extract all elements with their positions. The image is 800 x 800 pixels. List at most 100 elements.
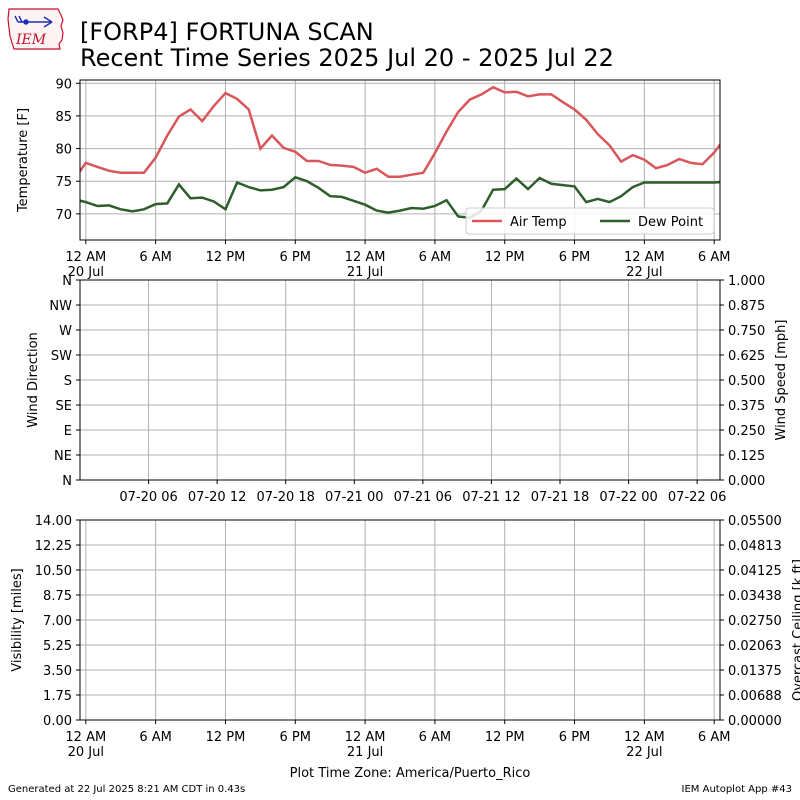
- x-tick-label: 6 AM: [139, 730, 172, 745]
- x-tick-label: 6 PM: [559, 730, 590, 745]
- iowa-state-outline: [7, 8, 64, 50]
- legend-label: Air Temp: [510, 215, 567, 230]
- iem-logo: IEM: [7, 8, 64, 50]
- y2-tick-label: 0.375: [728, 399, 765, 414]
- x-tick-label: 07-21 00: [325, 490, 383, 505]
- x-tick-date-label: 22 Jul: [626, 745, 662, 760]
- x-tick-label: 07-20 18: [256, 490, 314, 505]
- x-tick-label: 6 AM: [698, 730, 731, 745]
- y-tick-label: 3.50: [43, 664, 72, 679]
- x-tick-label: 6 PM: [280, 730, 311, 745]
- app-id: IEM Autoplot App #43: [681, 784, 792, 795]
- x-tick-date-label: 20 Jul: [68, 745, 104, 760]
- x-tick-label: 07-21 06: [394, 490, 452, 505]
- air-temp-line: [80, 85, 720, 178]
- x-tick-label: 07-21 12: [462, 490, 520, 505]
- x-tick-label: 12 AM: [624, 730, 665, 745]
- x-tick-label: 12 AM: [624, 250, 665, 265]
- y2-tick-label: 0.750: [728, 324, 765, 339]
- legend-label: Dew Point: [638, 215, 703, 230]
- legend-box: [465, 207, 715, 235]
- x-tick-label: 12 PM: [485, 730, 525, 745]
- y-tick-label: 75: [55, 175, 72, 190]
- y2-tick-label: 0.875: [728, 299, 765, 314]
- x-tick-label: 12 PM: [485, 250, 525, 265]
- x-tick-label: 12 AM: [345, 250, 386, 265]
- x-tick-label: 07-22 00: [599, 490, 657, 505]
- y-tick-label: NW: [49, 299, 72, 314]
- y-axis-label: Visibility [miles]: [10, 568, 25, 671]
- x-tick-label: 12 PM: [206, 730, 246, 745]
- y-tick-label: E: [64, 424, 72, 439]
- y-tick-label: 70: [55, 208, 72, 223]
- x-tick-label: 07-22 06: [668, 490, 726, 505]
- plot-frame: [79, 519, 721, 721]
- y2-tick-label: 0.125: [728, 449, 765, 464]
- x-tick-date-label: 21 Jul: [347, 745, 383, 760]
- plot-frame: [79, 79, 721, 241]
- x-tick-label: 07-20 12: [188, 490, 246, 505]
- y-tick-label: 5.25: [43, 639, 72, 654]
- y2-tick-label: 0.00688: [728, 689, 782, 704]
- wind-barb-icon: [14, 15, 53, 28]
- y-tick-label: SW: [51, 349, 72, 364]
- x-tick-label: 12 AM: [345, 730, 386, 745]
- x-tick-label: 6 PM: [280, 250, 311, 265]
- y2-axis-label: Wind Speed [mph]: [774, 320, 789, 441]
- y-tick-label: 85: [55, 110, 72, 125]
- y-tick-label: 12.25: [35, 539, 72, 554]
- y2-tick-label: 0.01375: [728, 664, 782, 679]
- x-tick-label: 12 AM: [65, 250, 106, 265]
- y-axis-label: Wind Direction: [26, 332, 41, 428]
- x-tick-label: 6 AM: [419, 730, 452, 745]
- y-tick-label: 1.75: [43, 689, 72, 704]
- wind-panel: 07-20 06 07-20 12 07-20 18 07-21 00 07-21 06…: [26, 274, 789, 505]
- chart-title: [FORP4] FORTUNA SCAN: [80, 18, 374, 46]
- x-tick-label: 6 AM: [139, 250, 172, 265]
- y2-tick-label: 0.02063: [728, 639, 782, 654]
- x-tick-label: 6 AM: [419, 250, 452, 265]
- x-tick-date-label: 22 Jul: [626, 265, 662, 280]
- y2-tick-label: 0.500: [728, 374, 765, 389]
- y-tick-label: 0.00: [43, 714, 72, 729]
- x-tick-date-label: 21 Jul: [347, 265, 383, 280]
- y-tick-label: N: [62, 474, 72, 489]
- x-tick-label: 6 PM: [559, 250, 590, 265]
- y2-axis-label: Overcast Ceiling [k ft]: [791, 559, 800, 701]
- x-axis-label: Plot Time Zone: America/Puerto_Rico: [290, 766, 531, 781]
- plot-frame: [79, 279, 721, 481]
- y2-tick-label: 0.625: [728, 349, 765, 364]
- y2-tick-label: 0.05500: [728, 514, 782, 529]
- y-tick-label: W: [59, 324, 72, 339]
- x-tick-label: 07-21 18: [531, 490, 589, 505]
- y2-tick-label: 1.000: [728, 274, 765, 289]
- dew-point-line: [80, 175, 720, 220]
- x-tick-label: 07-20 06: [119, 490, 177, 505]
- y-tick-label: S: [64, 374, 72, 389]
- generated-timestamp: Generated at 22 Jul 2025 8:21 AM CDT in …: [8, 784, 246, 795]
- y-tick-label: 8.75: [43, 589, 72, 604]
- y-tick-label: SE: [56, 399, 72, 414]
- y-tick-label: 14.00: [35, 514, 72, 529]
- y2-tick-label: 0.03438: [728, 589, 782, 604]
- y-axis-label: Temperature [F]: [16, 108, 31, 213]
- y-tick-label: N: [62, 274, 72, 289]
- x-tick-label: 12 PM: [206, 250, 246, 265]
- y-tick-label: 7.00: [43, 614, 72, 629]
- y2-tick-label: 0.04813: [728, 539, 782, 554]
- y-tick-label: 10.50: [35, 564, 72, 579]
- y2-tick-label: 0.250: [728, 424, 765, 439]
- x-tick-date-label: 20 Jul: [68, 265, 104, 280]
- y2-tick-label: 0.00000: [728, 714, 782, 729]
- x-tick-label: 12 AM: [65, 730, 106, 745]
- y2-tick-label: 0.000: [728, 474, 765, 489]
- y-tick-label: NE: [54, 449, 72, 464]
- chart-subtitle: Recent Time Series 2025 Jul 20 - 2025 Ju…: [80, 44, 614, 72]
- y2-tick-label: 0.04125: [728, 564, 782, 579]
- x-tick-label: 6 AM: [698, 250, 731, 265]
- logo-text: IEM: [15, 32, 47, 48]
- y-tick-label: 80: [55, 143, 72, 158]
